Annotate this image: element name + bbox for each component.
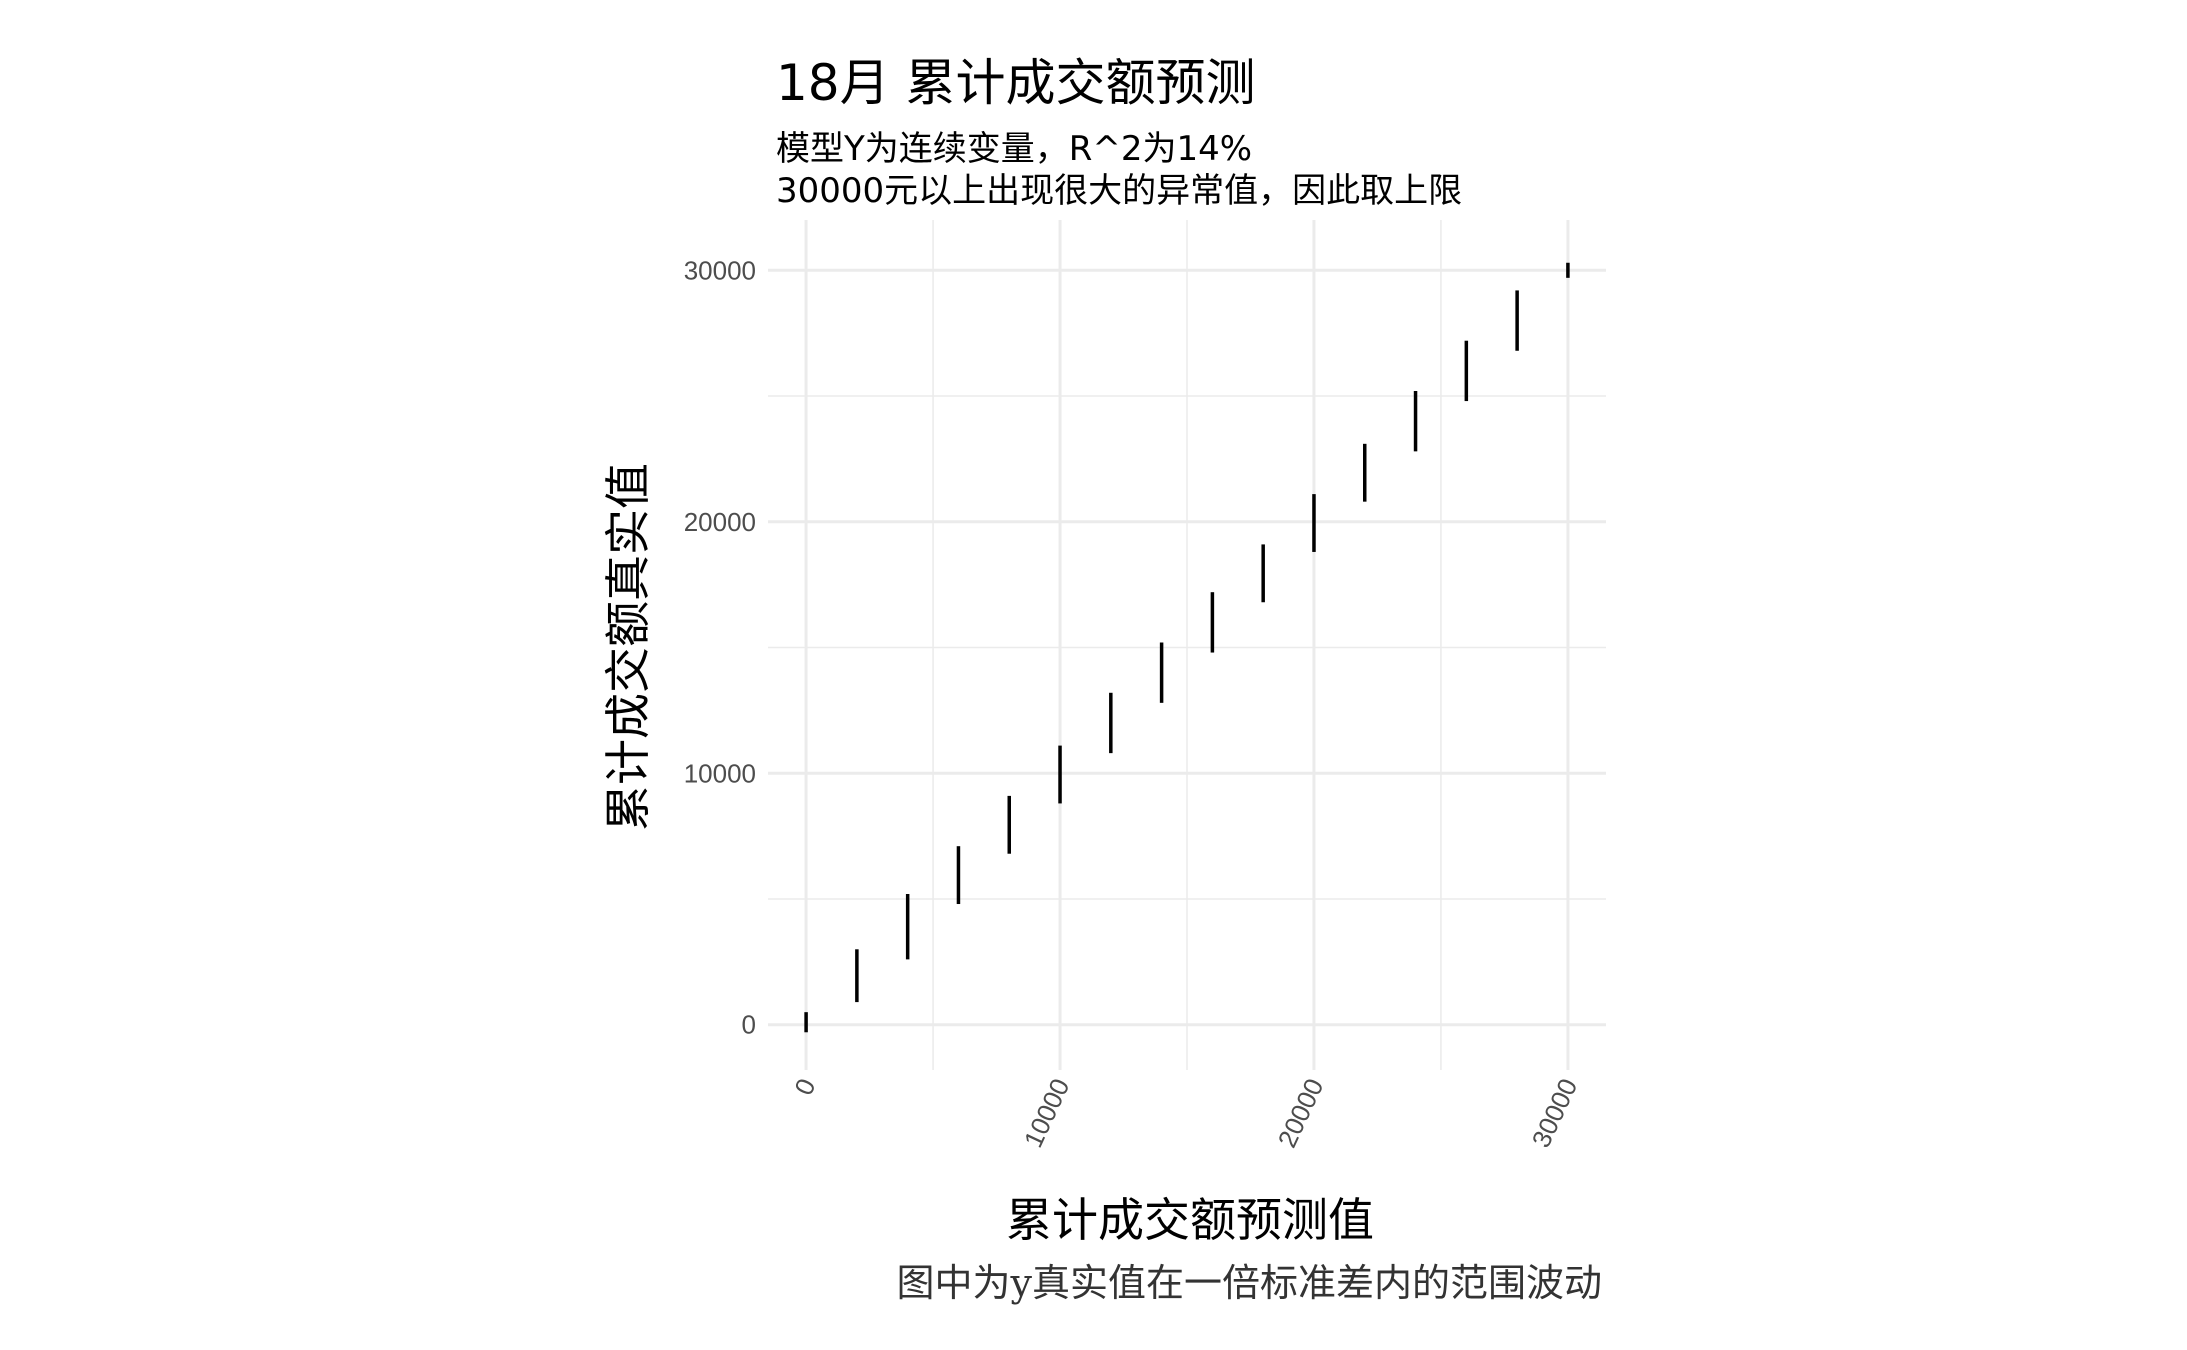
chart-title: 18月 累计成交额预测 xyxy=(776,54,1256,112)
major-gridlines xyxy=(768,220,1606,1070)
y-axis-title: 累计成交额真实值 xyxy=(601,463,655,831)
chart-subtitle-line-2: 30000元以上出现很大的异常值，因此取上限 xyxy=(776,171,1462,211)
y-tick-label: 30000 xyxy=(684,255,756,285)
error-bars xyxy=(804,262,1570,1033)
y-tick-label: 10000 xyxy=(684,758,756,788)
chart-caption: 图中为y真实值在一倍标准差内的范围波动 xyxy=(897,1261,1602,1305)
chart-subtitle-line-1: 模型Y为连续变量，R^2为14% xyxy=(776,129,1252,169)
x-axis-title: 累计成交额预测值 xyxy=(1006,1193,1374,1247)
y-tick-labels: 0 10000 20000 30000 xyxy=(684,255,756,1039)
y-tick-label: 0 xyxy=(742,1010,756,1040)
y-tick-label: 20000 xyxy=(684,507,756,537)
